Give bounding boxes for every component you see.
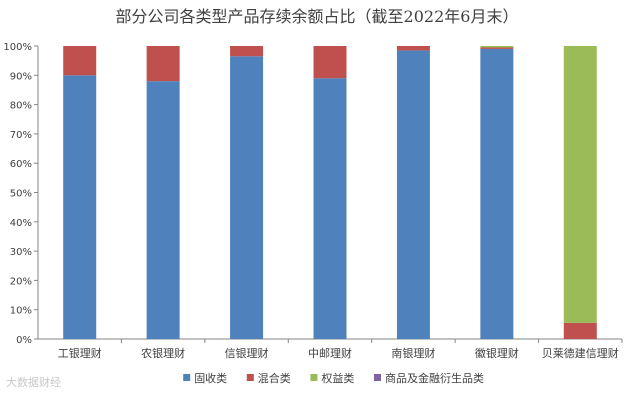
chart-title: 部分公司各类型产品存续余额占比（截至2022年6月末）	[116, 7, 519, 26]
y-tick-label: 30%	[10, 247, 32, 258]
legend-label: 权益类	[321, 371, 354, 385]
axis-layer: 0% 10% 20% 30% 40% 50% 60% 70% 80% 90% 100% 工银理财 农银理…	[3, 42, 623, 360]
y-tick-label: 20%	[10, 276, 32, 287]
bar-segment	[480, 48, 514, 340]
bar-segment	[396, 46, 430, 51]
x-tick-label: 工银理财	[58, 346, 102, 360]
y-tick-label: 100%	[3, 42, 32, 53]
watermark: 大数据财经	[6, 376, 61, 389]
x-tick-label: 南银理财	[391, 346, 435, 360]
legend-label: 固收类	[194, 371, 227, 385]
legend-swatch	[246, 374, 254, 381]
bar-segment	[563, 46, 597, 323]
y-tick-label: 70%	[10, 130, 32, 141]
bar-segment	[396, 50, 430, 340]
y-tick-label: 90%	[10, 71, 32, 82]
bar-segment	[146, 46, 180, 82]
bar-segment	[313, 78, 347, 339]
x-tick-label: 信银理财	[225, 346, 269, 360]
x-tick-label: 中邮理财	[308, 346, 352, 360]
legend-swatch	[310, 374, 318, 381]
y-tick-label: 50%	[10, 189, 32, 200]
y-tick-label: 10%	[10, 306, 32, 317]
legend: 固收类 混合类 权益类 商品及金融衍生品类	[183, 371, 484, 385]
bar-segment	[146, 81, 180, 339]
bar-segment	[230, 56, 264, 339]
bar-segment	[313, 46, 347, 79]
y-tick-label: 40%	[10, 218, 32, 229]
bar-layer	[63, 46, 597, 340]
legend-label: 商品及金融衍生品类	[385, 371, 484, 385]
bar-segment	[480, 47, 514, 49]
x-tick-label: 农银理财	[141, 346, 185, 360]
bar-segment	[563, 322, 597, 339]
x-tick-label: 贝莱德建信理财	[542, 346, 619, 360]
legend-label: 混合类	[258, 371, 291, 385]
bar-segment	[63, 46, 97, 76]
y-tick-label: 80%	[10, 101, 32, 112]
bar-segment	[63, 75, 97, 340]
bar-segment	[230, 46, 264, 57]
legend-swatch	[183, 374, 191, 381]
y-tick-label: 60%	[10, 159, 32, 170]
x-tick-label: 徽银理财	[475, 346, 519, 360]
legend-swatch	[374, 374, 381, 381]
bar-segment	[480, 46, 514, 48]
y-tick-label: 0%	[16, 335, 32, 346]
